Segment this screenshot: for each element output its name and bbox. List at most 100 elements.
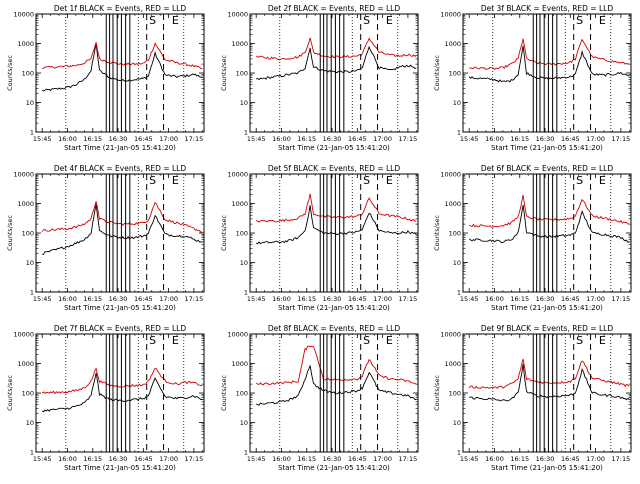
x-tick-label: 16:00 [272,295,291,303]
x-tick-label: 17:15 [612,455,631,463]
panel-title: Det 7f BLACK = Events, RED = LLD [54,324,187,333]
plot-frame [462,333,632,453]
panel-title: Det 8f BLACK = Events, RED = LLD [268,324,401,333]
plot-frame [249,13,419,133]
y-tick-label: 1000 [444,40,461,48]
lld-series-line [41,201,203,233]
events-series-line [469,363,630,402]
x-tick-label: 15:45 [33,135,52,143]
x-tick-label: 16:30 [323,455,342,463]
end-marker-label: E [599,334,606,347]
x-tick-label: 16:45 [561,295,580,303]
x-tick-label: 16:30 [536,295,555,303]
y-axis-label: Counts/sec [220,375,228,411]
x-tick-label: 15:45 [460,295,479,303]
y-tick-label: 1 [244,448,248,456]
x-tick-label: 17:15 [185,295,204,303]
y-tick-label: 10000 [13,330,34,338]
y-axis-label: Counts/sec [433,215,441,251]
x-tick-label: 16:45 [348,295,367,303]
x-axis-label: Start Time (21-Jan-05 15:41:20) [64,304,176,312]
x-tick-label: 17:00 [586,295,605,303]
panel-title: Det 5f BLACK = Events, RED = LLD [268,164,401,173]
y-tick-label: 10 [453,419,461,427]
y-tick-label: 1 [457,128,461,136]
x-tick-label: 15:45 [460,135,479,143]
end-marker-label: E [172,14,179,27]
y-axis-label: Counts/sec [433,375,441,411]
x-tick-label: 16:30 [109,135,128,143]
x-tick-label: 16:15 [510,455,529,463]
x-axis-label: Start Time (21-Jan-05 15:41:20) [278,304,390,312]
x-tick-label: 16:00 [58,295,77,303]
x-tick-label: 15:45 [33,455,52,463]
x-tick-label: 16:00 [58,455,77,463]
y-tick-label: 1 [244,128,248,136]
y-tick-label: 10 [26,99,34,107]
y-tick-label: 100 [449,69,461,77]
x-tick-label: 17:00 [159,295,178,303]
x-tick-label: 17:00 [373,295,392,303]
start-marker-label: S [149,14,156,27]
x-tick-label: 17:15 [399,295,418,303]
y-tick-label: 1 [30,448,34,456]
y-tick-label: 1000 [17,360,34,368]
y-tick-label: 10000 [440,330,461,338]
x-tick-label: 17:00 [159,135,178,143]
lld-series-line [41,367,203,395]
x-tick-label: 16:15 [297,295,316,303]
y-tick-label: 1000 [444,360,461,368]
x-tick-label: 16:30 [323,135,342,143]
y-tick-label: 10 [453,259,461,267]
x-tick-label: 16:30 [323,295,342,303]
lld-series-line [255,193,417,223]
x-tick-label: 16:45 [561,455,580,463]
events-series-line [41,372,203,413]
x-tick-label: 16:00 [58,135,77,143]
x-axis-label: Start Time (21-Jan-05 15:41:20) [278,144,390,152]
events-series-line [468,204,630,244]
x-tick-label: 16:00 [485,135,504,143]
x-tick-label: 16:45 [348,135,367,143]
start-marker-label: S [576,14,583,27]
y-axis-label: Counts/sec [433,55,441,91]
plot-frame [462,173,632,293]
y-tick-label: 100 [236,69,248,77]
x-tick-label: 16:00 [485,455,504,463]
start-marker-label: S [363,14,370,27]
events-series-line [255,45,417,81]
plot-frame [462,13,632,133]
y-tick-label: 1 [30,288,34,296]
x-tick-label: 17:00 [373,455,392,463]
x-tick-label: 17:15 [399,135,418,143]
y-tick-label: 100 [236,229,248,237]
y-tick-label: 1000 [17,40,34,48]
y-tick-label: 1000 [231,200,248,208]
y-tick-label: 10 [240,419,248,427]
x-tick-label: 16:45 [348,455,367,463]
end-marker-label: E [599,14,606,27]
x-tick-label: 16:45 [134,455,153,463]
end-marker-label: E [386,174,393,187]
y-tick-label: 1000 [231,40,248,48]
panel-title: Det 9f BLACK = Events, RED = LLD [481,324,614,333]
y-axis-label: Counts/sec [6,215,14,251]
x-axis-label: Start Time (21-Jan-05 15:41:20) [491,144,603,152]
plot-frame [249,333,419,453]
x-tick-label: 16:45 [134,135,153,143]
start-marker-label: S [363,174,370,187]
x-tick-label: 16:30 [109,455,128,463]
y-tick-label: 10 [240,99,248,107]
events-series-line [255,365,417,406]
plot-frame [35,13,205,133]
x-axis-label: Start Time (21-Jan-05 15:41:20) [64,464,176,472]
x-tick-label: 16:30 [536,135,555,143]
start-marker-label: S [576,174,583,187]
